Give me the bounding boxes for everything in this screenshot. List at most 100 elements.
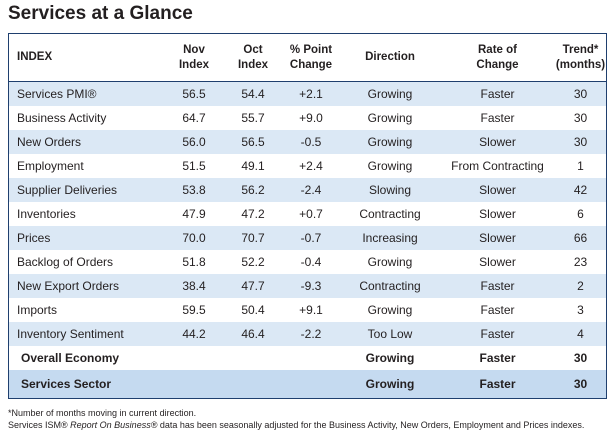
table-row: Inventories 47.9 47.2 +0.7 Contracting Slower… [9,202,606,226]
column-header: Oct Index [224,34,282,82]
cell: -2.2 [282,322,340,346]
cell: 42 [555,178,606,202]
cell: 47.9 [182,207,206,221]
header-line: Index [237,58,269,71]
cell: +0.7 [299,207,323,221]
table-row: Supplier Deliveries 53.8 56.2 -2.4 Slowing Sl… [9,178,606,202]
cell: Growing [367,303,413,317]
cell: 30 [555,370,606,398]
cell: Faster [440,274,555,298]
cell: 70.7 [224,226,282,250]
row-label: Supplier Deliveries [9,178,164,202]
cell: 23 [573,255,588,269]
cell: -9.3 [282,274,340,298]
cell: -0.4 [300,255,322,269]
row-label: Inventories [17,207,76,221]
row-label: Services Sector [9,370,164,398]
header-line: INDEX [17,51,53,63]
footnotes: *Number of months moving in current dire… [8,407,584,431]
cell: 59.5 [182,303,206,317]
footnote-text: Services ISM® [8,420,71,430]
cell: 46.4 [224,322,282,346]
column-header: Direction [340,34,440,82]
column-header: Rate of Change [440,34,555,82]
table-row: Prices 70.0 70.7 -0.7 Increasing Slower 66 [9,226,606,250]
cell: -2.4 [282,178,340,202]
summary-row: Overall Economy Growing Faster 30 [9,346,606,370]
column-header: INDEX [9,34,164,82]
cell: 56.5 [164,81,224,106]
cell: 50.4 [241,303,265,317]
cell: 51.5 [182,159,206,173]
cell: 53.8 [164,178,224,202]
cell: Increasing [340,226,440,250]
cell: Contracting [340,274,440,298]
cell: Too Low [340,322,440,346]
cell: 30 [573,351,588,365]
row-label: Backlog of Orders [17,255,114,269]
cell [164,346,340,370]
cell: Faster [479,351,516,365]
cell: Growing [340,370,440,398]
table-frame: INDEX Nov Index Oct Index % Point Change Direct… [8,33,607,399]
cell: 30 [573,111,588,125]
header-line: (months) [555,58,606,71]
summary-row: Services Sector Growing Faster 30 [9,370,606,398]
footnote: Services ISM® Report On Business® data h… [8,419,584,431]
cell: 30 [555,81,606,106]
cell: 70.0 [164,226,224,250]
cell: 56.2 [224,178,282,202]
cell: 1 [577,159,584,173]
cell: Growing [367,255,413,269]
header-row: INDEX Nov Index Oct Index % Point Change Direct… [9,34,606,82]
cell: From Contracting [451,159,544,173]
cell: Growing [367,159,413,173]
cell: 47.7 [224,274,282,298]
table-row: Employment 51.5 49.1 +2.4 Growing From Contra… [9,154,606,178]
row-label: Services PMI® [9,81,164,106]
cell: Slower [440,226,555,250]
header-line: Change [289,58,333,71]
cell: Slowing [340,178,440,202]
cell: Faster [480,303,515,317]
cell: -0.5 [282,130,340,154]
cell: 56.5 [224,130,282,154]
header-line: Index [178,58,210,71]
cell: 44.2 [164,322,224,346]
cell: 64.7 [182,111,206,125]
cell: Growing [340,130,440,154]
row-label: Inventory Sentiment [9,322,164,346]
cell: 56.0 [164,130,224,154]
cell: +2.4 [299,159,323,173]
table-row: Inventory Sentiment 44.2 46.4 -2.2 Too Low Fa… [9,322,606,346]
cell: Faster [440,81,555,106]
row-label: Employment [17,159,84,173]
cell: 6 [577,207,584,221]
cell: 54.4 [224,81,282,106]
cell: Slower [479,255,516,269]
cell: 49.1 [241,159,265,173]
row-label: Business Activity [17,111,107,125]
header-line: % Point [289,43,333,56]
header-line: Rate of [478,43,517,56]
row-label: New Orders [9,130,164,154]
footnote-italic: Report On Business® [70,420,158,430]
cell: 47.2 [241,207,265,221]
header-line: Oct [243,43,263,56]
column-header: Nov Index [164,34,224,82]
table-row: Services PMI® 56.5 54.4 +2.1 Growing Faster 30 [9,81,606,106]
cell: 4 [555,322,606,346]
cell: 52.2 [241,255,265,269]
cell: Slower [479,207,516,221]
cell: Growing [365,351,415,365]
cell: 51.8 [182,255,206,269]
cell: 30 [555,130,606,154]
table: INDEX Nov Index Oct Index % Point Change Direct… [9,34,606,398]
row-label: Imports [17,303,58,317]
header-line: Trend* [562,43,599,56]
footnote-text: data has been seasonally adjusted for th… [157,420,585,430]
cell [164,370,340,398]
cell: Growing [340,81,440,106]
cell: +2.1 [282,81,340,106]
